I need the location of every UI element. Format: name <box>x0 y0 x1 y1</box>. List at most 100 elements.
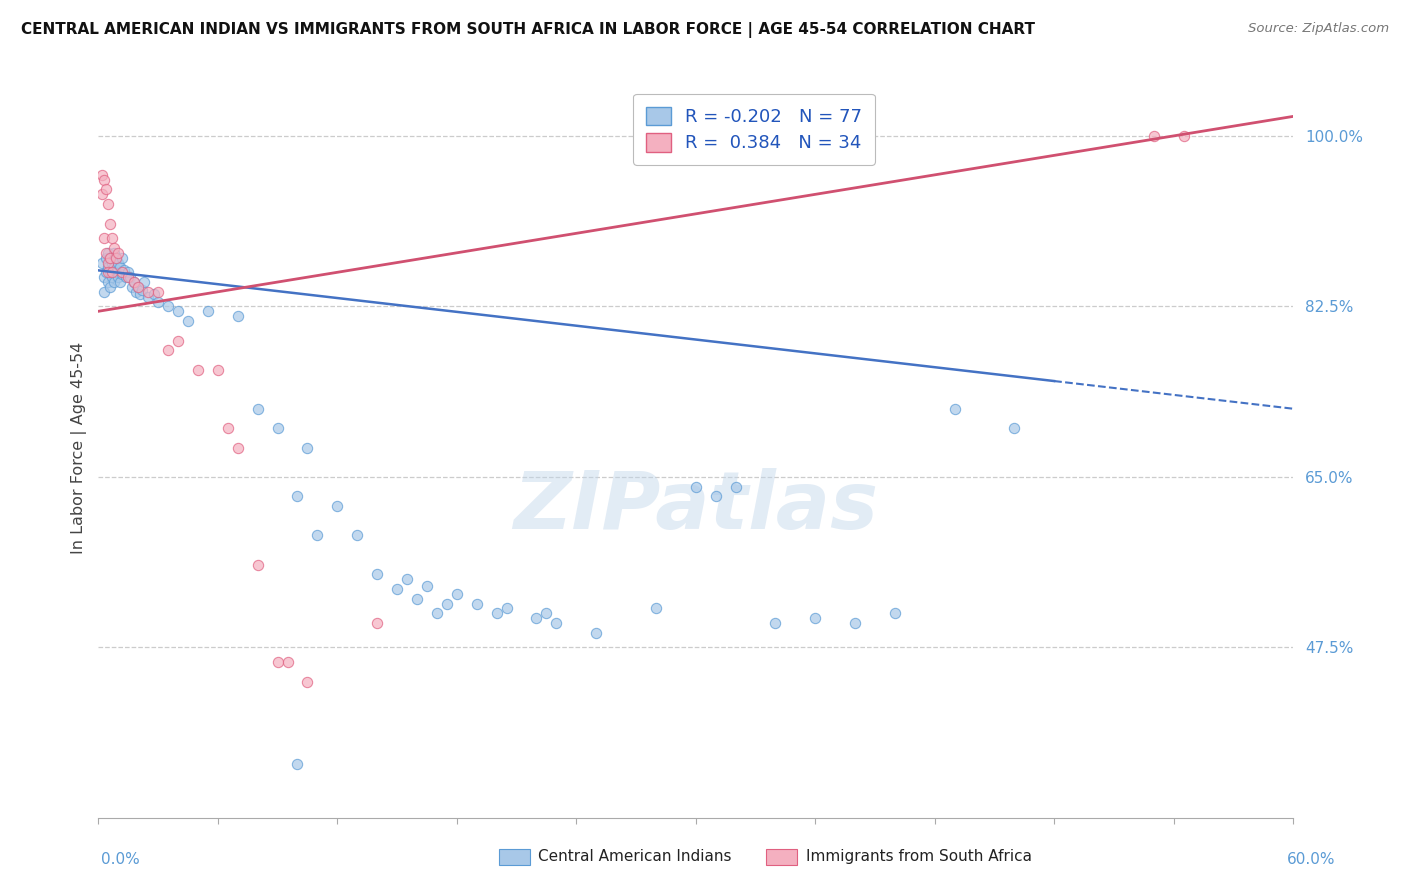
Point <box>804 611 827 625</box>
Point <box>127 280 149 294</box>
Point <box>98 251 121 265</box>
Point <box>97 265 120 279</box>
Point <box>93 231 115 245</box>
Point <box>111 267 134 281</box>
Point <box>207 363 229 377</box>
Point <box>297 441 319 455</box>
Point <box>366 615 388 630</box>
Point <box>644 601 666 615</box>
Point <box>101 255 124 269</box>
Point <box>120 270 142 285</box>
Point <box>129 286 152 301</box>
Point <box>226 441 249 455</box>
Point <box>217 421 239 435</box>
Point <box>122 275 145 289</box>
Point <box>97 245 120 260</box>
Point <box>395 572 418 586</box>
Point <box>157 300 180 314</box>
Point <box>96 182 118 196</box>
Point <box>96 251 118 265</box>
Point <box>585 625 607 640</box>
Point <box>91 255 114 269</box>
Point <box>167 304 190 318</box>
Text: Immigrants from South Africa: Immigrants from South Africa <box>806 849 1032 863</box>
Point <box>98 251 121 265</box>
Y-axis label: In Labor Force | Age 45-54: In Labor Force | Age 45-54 <box>72 342 87 554</box>
Point <box>121 280 143 294</box>
Point <box>122 275 145 289</box>
Point <box>763 615 786 630</box>
Point <box>107 245 129 260</box>
Point <box>1173 128 1195 143</box>
Point <box>416 579 439 593</box>
Text: 60.0%: 60.0% <box>1288 852 1336 867</box>
Point <box>465 597 488 611</box>
Text: ZIPatlas: ZIPatlas <box>513 468 879 546</box>
Point <box>526 611 548 625</box>
Point <box>436 597 458 611</box>
Point <box>107 255 129 269</box>
Point <box>105 251 128 265</box>
Point <box>125 285 148 299</box>
Point <box>177 314 200 328</box>
Text: 0.0%: 0.0% <box>101 852 141 867</box>
Point <box>266 655 288 669</box>
Point <box>136 285 159 299</box>
Point <box>131 283 153 297</box>
Point <box>704 490 727 504</box>
Point <box>167 334 190 348</box>
Point <box>685 480 707 494</box>
Point <box>101 265 124 279</box>
Point <box>105 251 128 265</box>
Point <box>136 290 159 304</box>
Point <box>110 260 132 275</box>
Point <box>111 265 134 279</box>
Point <box>385 582 408 596</box>
Point <box>724 480 747 494</box>
Point <box>117 265 139 279</box>
Point <box>111 251 134 265</box>
Point <box>97 197 120 211</box>
Point <box>97 275 120 289</box>
Point <box>536 607 558 621</box>
Point <box>187 363 209 377</box>
Point <box>103 241 125 255</box>
Point <box>98 280 121 294</box>
Point <box>406 591 429 606</box>
Point <box>98 265 121 279</box>
Point <box>103 245 125 260</box>
Point <box>495 601 517 615</box>
Point <box>287 757 309 772</box>
Point <box>346 528 368 542</box>
Point <box>105 265 128 279</box>
Point <box>197 304 219 318</box>
Point <box>157 343 180 358</box>
Text: Central American Indians: Central American Indians <box>538 849 733 863</box>
Text: CENTRAL AMERICAN INDIAN VS IMMIGRANTS FROM SOUTH AFRICA IN LABOR FORCE | AGE 45-: CENTRAL AMERICAN INDIAN VS IMMIGRANTS FR… <box>21 22 1035 38</box>
Point <box>1143 128 1166 143</box>
Point <box>101 231 124 245</box>
Point <box>98 217 121 231</box>
Point <box>326 499 349 513</box>
Point <box>112 263 135 277</box>
Point <box>134 275 156 289</box>
Point <box>103 275 125 289</box>
Point <box>844 615 866 630</box>
Point <box>146 294 169 309</box>
Point <box>117 270 139 285</box>
Point <box>93 270 115 285</box>
Point <box>110 275 132 289</box>
Point <box>366 567 388 582</box>
Point <box>91 168 114 182</box>
Point <box>943 401 966 416</box>
Point <box>276 655 298 669</box>
Point <box>96 245 118 260</box>
Point <box>287 490 309 504</box>
Point <box>146 285 169 299</box>
Point <box>93 173 115 187</box>
Point <box>93 285 115 299</box>
Point <box>297 674 319 689</box>
Text: Source: ZipAtlas.com: Source: ZipAtlas.com <box>1249 22 1389 36</box>
Point <box>97 255 120 269</box>
Point <box>101 270 124 285</box>
